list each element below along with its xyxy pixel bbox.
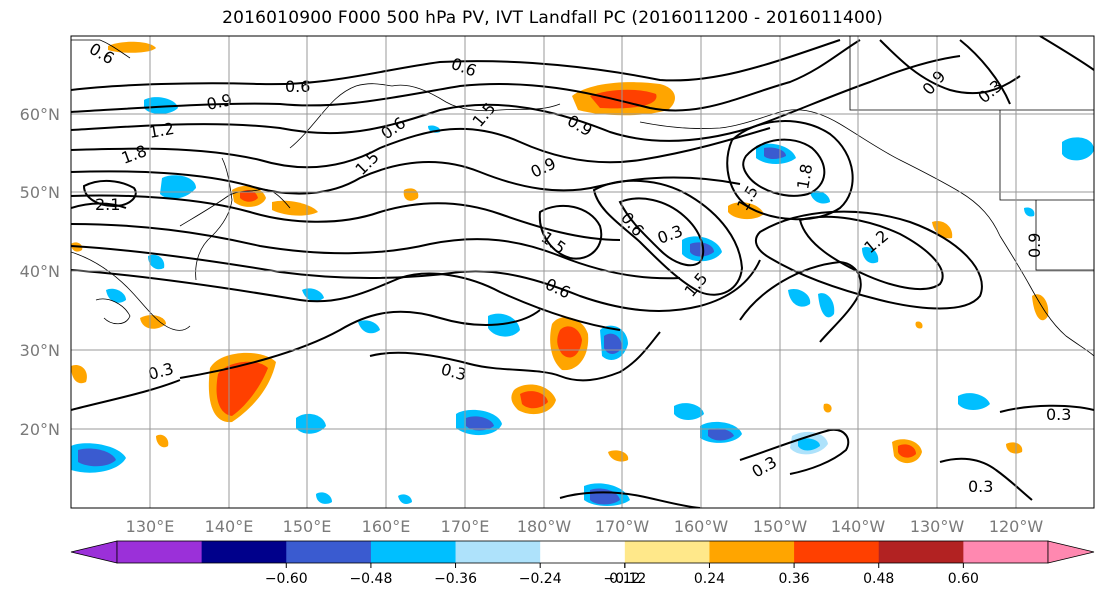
colorbar-segment — [201, 541, 287, 563]
colorbar-segment — [540, 541, 626, 563]
lon-label: 160°E — [362, 517, 411, 536]
colorbar-extend-low — [70, 540, 118, 564]
colorbar-tick-label: 0.24 — [694, 571, 725, 587]
lat-label: 50°N — [20, 183, 60, 202]
colorbar-tick-label: 0.36 — [779, 571, 810, 587]
contour-label: 1.8 — [793, 162, 816, 190]
contour-label: 2.1 — [95, 195, 120, 214]
latitude-labels: 60°N 50°N 40°N 30°N 20°N — [20, 105, 60, 439]
lat-label: 30°N — [20, 341, 60, 360]
colorbar-segment — [370, 541, 457, 563]
lon-label: 130°W — [910, 517, 965, 536]
lon-label: 170°E — [441, 517, 490, 536]
colorbar-tick-label: 0.12 — [609, 571, 640, 587]
lat-label: 20°N — [20, 420, 60, 439]
lon-label: 160°W — [674, 517, 729, 536]
colorbar-tick-label: −0.60 — [265, 571, 308, 587]
colorbar-segment — [455, 541, 541, 563]
map-title: 2016010900 F000 500 hPa PV, IVT Landfall… — [222, 8, 883, 28]
contour-label: 0.6 — [285, 77, 310, 96]
contour-label: 0.9 — [1025, 233, 1044, 258]
colorbar-ticks: −0.60 −0.48 −0.36 −0.24 −0.120.12 0.24 0.36 0.4… — [265, 563, 979, 587]
longitude-labels: 130°E 140°E 150°E 160°E 170°E 180°W 170°… — [126, 517, 1044, 536]
gridlines — [71, 36, 1094, 508]
lon-label: 180°W — [517, 517, 572, 536]
lat-label: 40°N — [20, 262, 60, 281]
lon-label: 120°W — [989, 517, 1044, 536]
colorbar-segment — [794, 541, 880, 563]
contour-label: 0.3 — [968, 477, 993, 496]
colorbar-segment — [286, 541, 372, 563]
colorbar-tick-label: 0.48 — [863, 571, 894, 587]
colorbar-segment — [963, 541, 1049, 563]
lon-label: 150°W — [753, 517, 808, 536]
lon-label: 140°W — [831, 517, 886, 536]
colorbar-tick-label: −0.36 — [434, 571, 477, 587]
colorbar-tick-label: −0.12 — [603, 571, 646, 587]
colorbar-tick-label: −0.24 — [519, 571, 562, 587]
colorbar-segment — [878, 541, 964, 563]
lon-label: 150°E — [283, 517, 332, 536]
colorbar-segments — [116, 540, 1049, 564]
lon-label: 130°E — [126, 517, 175, 536]
lon-label: 170°W — [595, 517, 650, 536]
contour-label: 1.2 — [147, 119, 175, 142]
map-frame — [70, 35, 1095, 509]
colorbar-extend-high — [1047, 540, 1095, 564]
contour-label: 0.3 — [1046, 405, 1071, 424]
colorbar: −0.60 −0.48 −0.36 −0.24 −0.120.12 0.24 0.36 0.4… — [70, 540, 1095, 587]
pv-contours — [71, 36, 1094, 508]
colorbar-segment — [624, 541, 710, 563]
lat-label: 60°N — [20, 105, 60, 124]
lon-label: 140°E — [205, 517, 254, 536]
colorbar-segment — [117, 541, 203, 563]
contour-label: 0.9 — [205, 90, 234, 114]
colorbar-tick-label: 0.60 — [948, 571, 979, 587]
colorbar-segment — [709, 541, 795, 563]
colorbar-tick-label: −0.48 — [349, 571, 392, 587]
